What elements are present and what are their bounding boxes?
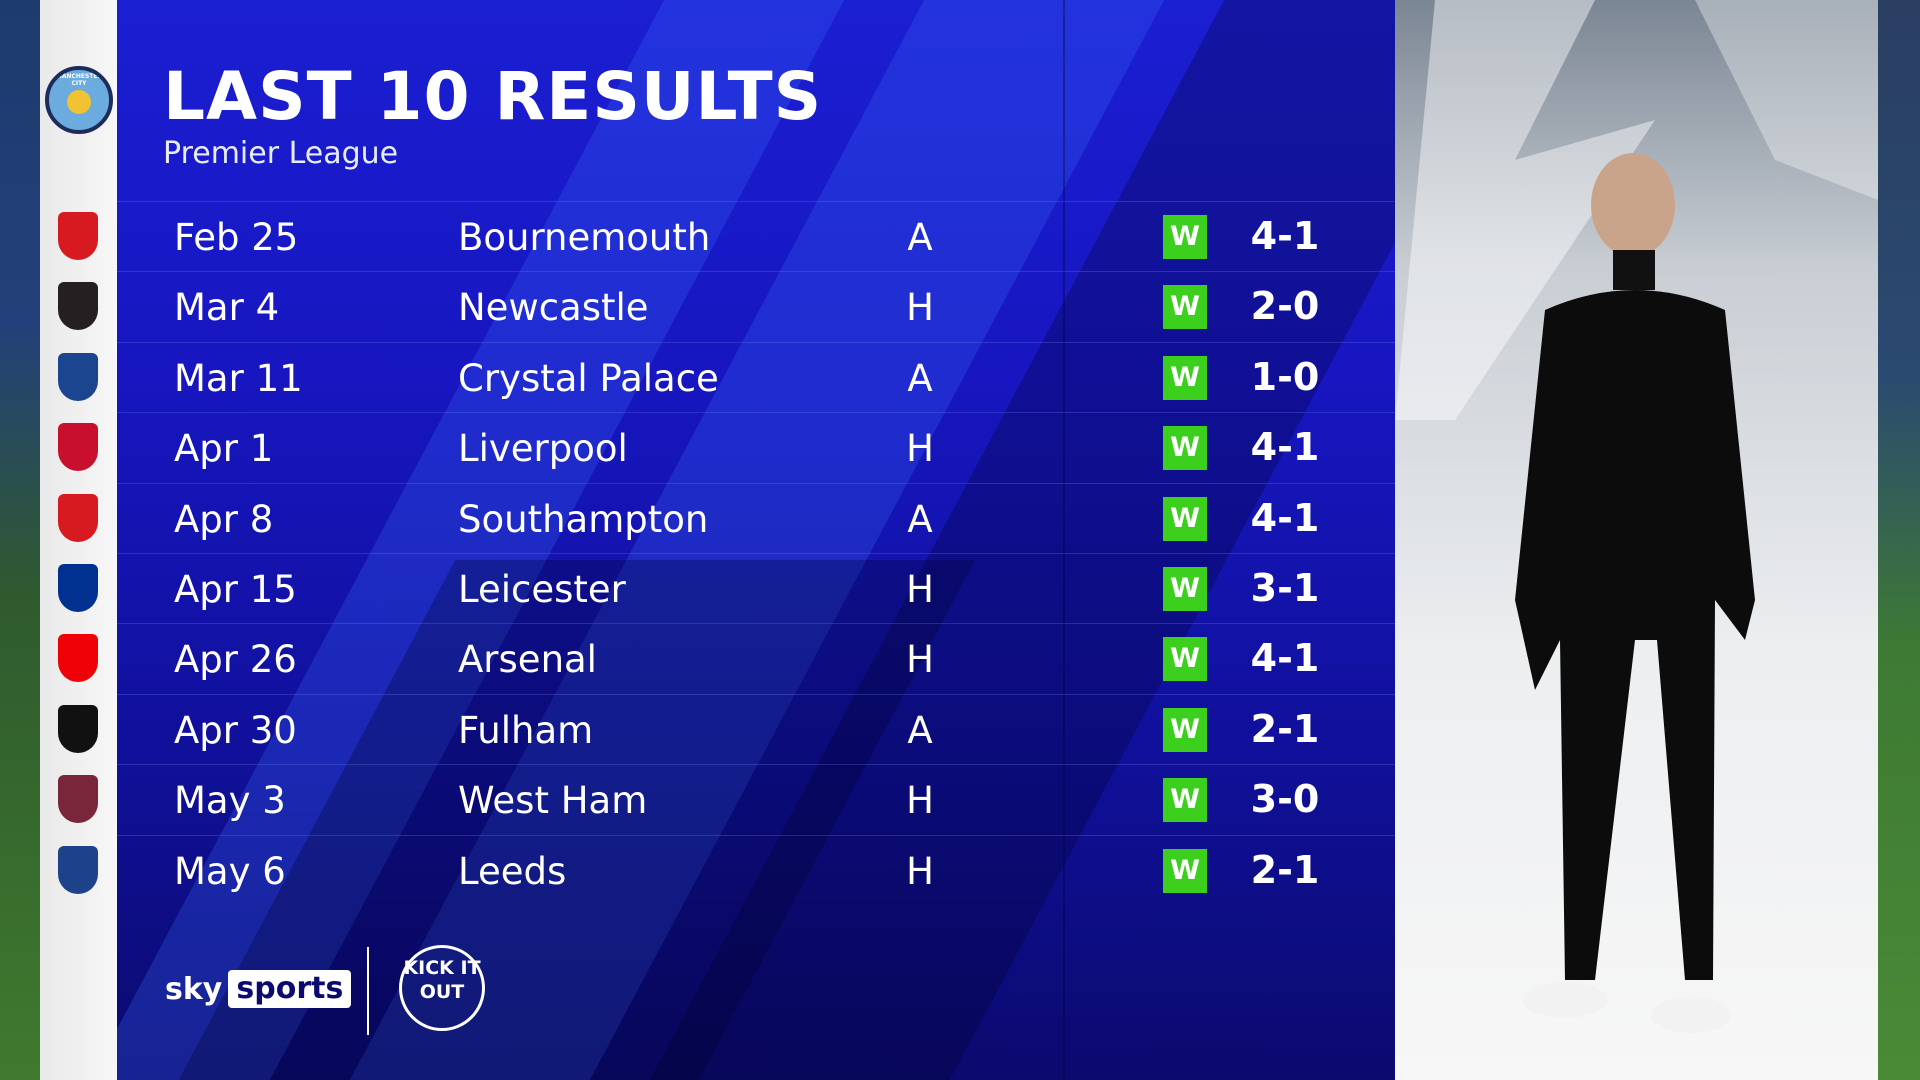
- score: 3-0: [1250, 777, 1320, 822]
- match-date: Mar 11: [174, 356, 303, 400]
- team-crest-icon: [58, 493, 98, 542]
- result-row: Apr 1 Liverpool H W 4-1: [117, 412, 1395, 483]
- result-row: Apr 8 Southampton A W 4-1: [117, 482, 1395, 554]
- venue: H: [906, 427, 934, 471]
- opponent-name: Crystal Palace: [458, 356, 719, 400]
- match-date: Apr 8: [174, 497, 274, 541]
- manager-photo: [1395, 0, 1878, 1080]
- result-badge: W: [1163, 355, 1207, 400]
- result-badge: W: [1163, 848, 1207, 893]
- result-badge: W: [1163, 426, 1207, 471]
- team-crest-icon: [58, 564, 98, 612]
- score: 4-1: [1250, 214, 1320, 258]
- page-title: LAST 10 RESULTS: [163, 58, 823, 135]
- man-city-crest-icon: Manchester City: [45, 66, 113, 134]
- venue: H: [906, 779, 934, 823]
- venue: A: [907, 497, 933, 541]
- score: 2-0: [1250, 284, 1320, 329]
- score: 4-1: [1250, 636, 1320, 681]
- results-panel: LAST 10 RESULTS Premier League Feb 25 Bou…: [117, 0, 1395, 1080]
- opponent-name: Bournemouth: [458, 216, 711, 259]
- result-badge: W: [1163, 215, 1207, 259]
- sky-sports-logo: sky sports: [165, 970, 352, 1008]
- logo-divider: [367, 947, 369, 1035]
- score: 2-1: [1250, 706, 1320, 751]
- opponent-name: Southampton: [458, 497, 709, 541]
- team-crest-icon: [58, 634, 98, 683]
- score: 1-0: [1250, 354, 1320, 399]
- team-crest-icon: [58, 845, 98, 894]
- match-date: Apr 30: [174, 708, 297, 752]
- manager-silhouette-icon: [1395, 0, 1878, 1033]
- result-row: Mar 4 Newcastle H W 2-0: [117, 271, 1395, 342]
- sports-logo-text: sports: [228, 970, 352, 1008]
- team-crest-icon: [58, 282, 98, 331]
- opponent-name: Leicester: [458, 568, 626, 611]
- venue: H: [906, 286, 934, 330]
- crest-emblem: [67, 90, 91, 114]
- sky-logo-text: sky: [165, 971, 223, 1007]
- badge-column: Manchester City: [40, 0, 117, 1080]
- match-date: Apr 15: [174, 568, 297, 611]
- score: 4-1: [1250, 425, 1320, 470]
- team-crest-icon: [58, 352, 98, 401]
- score: 3-1: [1250, 566, 1320, 610]
- result-badge: W: [1163, 707, 1207, 752]
- opponent-name: Liverpool: [458, 427, 628, 471]
- team-crest-icon: [58, 704, 98, 753]
- team-crest-icon: [58, 775, 98, 824]
- stadium-background-right: [1878, 0, 1920, 1080]
- score: 4-1: [1250, 495, 1320, 540]
- match-date: Feb 25: [174, 216, 299, 259]
- venue: H: [906, 638, 934, 682]
- opponent-name: Leeds: [458, 849, 567, 893]
- result-row: Mar 11 Crystal Palace A W 1-0: [117, 341, 1395, 413]
- result-badge: W: [1163, 778, 1207, 823]
- kick-it-out-text: KICK IT OUT: [403, 957, 481, 1003]
- match-date: Apr 26: [174, 638, 297, 682]
- opponent-name: West Ham: [458, 779, 648, 823]
- match-date: Mar 4: [174, 286, 280, 330]
- competition-subtitle: Premier League: [163, 136, 399, 171]
- match-date: May 6: [174, 849, 286, 893]
- result-badge: W: [1163, 496, 1207, 541]
- opponent-name: Fulham: [458, 708, 594, 752]
- club-name: Manchester City: [55, 73, 103, 87]
- result-badge: W: [1163, 637, 1207, 682]
- result-row: Apr 15 Leicester H W 3-1: [117, 553, 1395, 624]
- score: 2-1: [1250, 847, 1320, 892]
- stadium-background-left: [0, 0, 40, 1080]
- venue: A: [907, 356, 933, 400]
- venue: H: [906, 568, 934, 611]
- result-row: Apr 26 Arsenal H W 4-1: [117, 623, 1395, 694]
- result-row: May 6 Leeds H W 2-1: [117, 834, 1395, 906]
- venue: A: [907, 216, 933, 259]
- match-date: Apr 1: [174, 427, 274, 471]
- kick-it-out-logo: KICK IT OUT: [399, 945, 485, 1031]
- team-crest-icon: [58, 423, 98, 472]
- match-date: May 3: [174, 779, 286, 823]
- result-badge: W: [1163, 567, 1207, 611]
- result-row: Feb 25 Bournemouth A W 4-1: [117, 201, 1395, 272]
- result-row: Apr 30 Fulham A W 2-1: [117, 693, 1395, 765]
- column-divider: [1063, 0, 1065, 1080]
- team-crest-icon: [58, 212, 98, 260]
- opponent-name: Newcastle: [458, 286, 649, 330]
- result-badge: W: [1163, 285, 1207, 330]
- venue: H: [906, 849, 934, 893]
- result-row: May 3 West Ham H W 3-0: [117, 764, 1395, 835]
- venue: A: [907, 708, 933, 752]
- opponent-name: Arsenal: [458, 638, 597, 682]
